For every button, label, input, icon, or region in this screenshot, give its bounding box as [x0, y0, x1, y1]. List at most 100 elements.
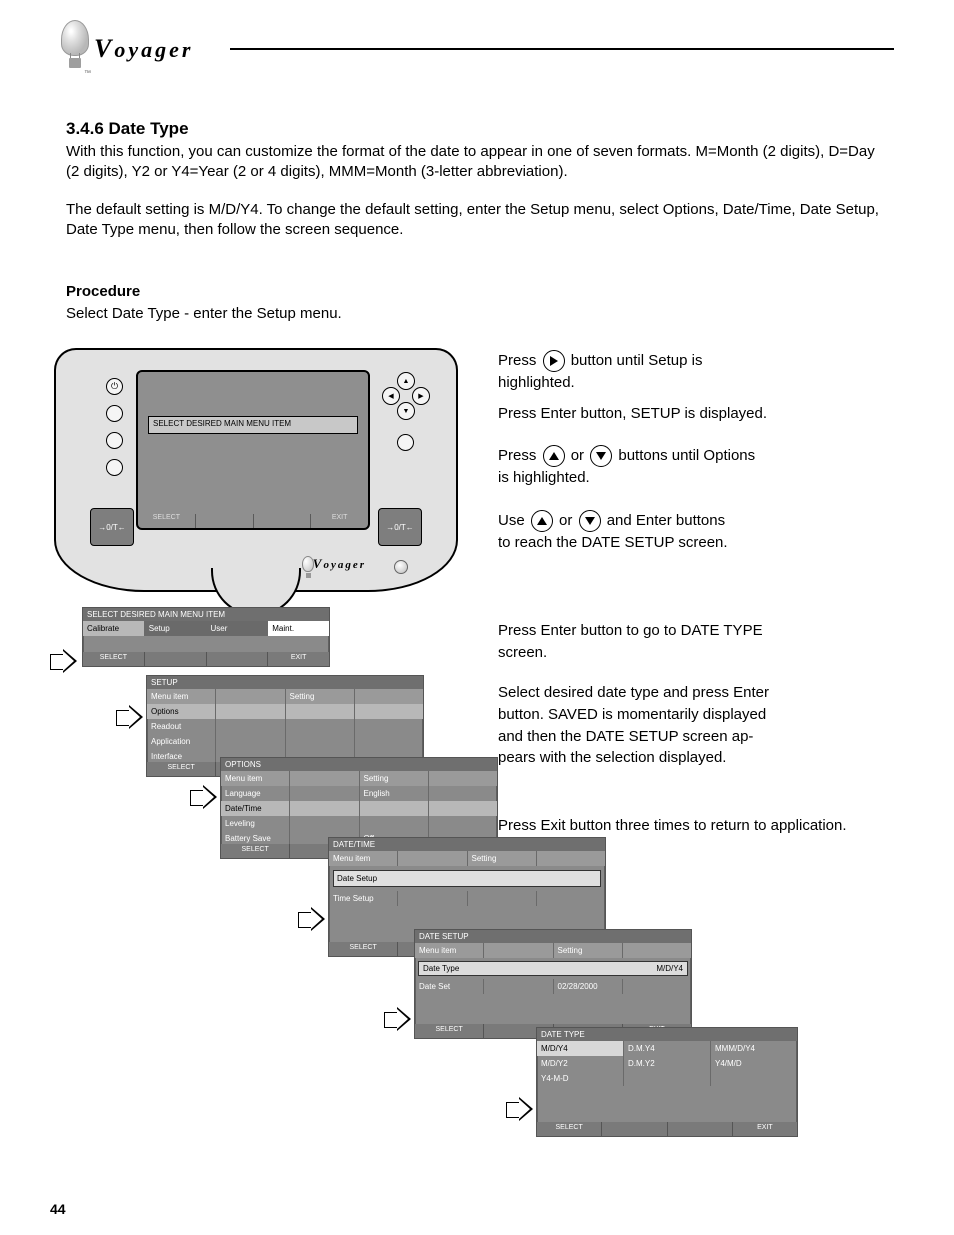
step-4d: to reach the DATE SETUP screen. — [498, 534, 728, 551]
cell: 02/28/2000 — [554, 979, 623, 994]
step-3c: buttons until Options — [618, 447, 755, 464]
brand-first-letter: V — [94, 34, 114, 63]
cell — [360, 816, 429, 831]
cascade-arrow-2 — [116, 705, 144, 729]
softkey — [602, 1122, 667, 1136]
hdr-cell — [623, 943, 691, 958]
cell — [484, 979, 553, 994]
screen-date-type: DATE TYPE M/D/Y4 D.M.Y4 MMM/D/Y4 M/D/Y2 … — [536, 1027, 798, 1137]
cell: Date Type — [423, 964, 459, 973]
cell — [286, 734, 355, 749]
step-1a: Press — [498, 352, 541, 369]
cell — [398, 891, 467, 906]
screen-5-title: DATE SETUP — [415, 930, 691, 943]
device-illustration: ⏻ SELECT DESIRED MAIN MENU ITEM SELECT E… — [54, 348, 458, 592]
dpad-right-icon: ▶ — [412, 387, 430, 405]
section-para-1: With this function, you can customize th… — [66, 142, 886, 183]
screen-date-setup: DATE SETUP Menu item Setting Date Type M… — [414, 929, 692, 1039]
cell — [711, 1071, 797, 1086]
hdr-cell — [355, 689, 423, 704]
screen-4-hdr: Menu item Setting — [329, 851, 605, 866]
row-date-type-sel: Date Type M/D/Y4 — [418, 961, 688, 976]
cell: M/D/Y4 — [656, 964, 683, 973]
hdr-cell: Setting — [554, 943, 623, 958]
section-para-2: The default setting is M/D/Y4. To change… — [66, 200, 886, 241]
up-arrow-icon-2 — [531, 510, 553, 532]
row-types-2: M/D/Y2 D.M.Y2 Y4/M/D — [537, 1056, 797, 1071]
cell — [429, 801, 497, 816]
ohaus-logo-icon — [394, 560, 408, 574]
down-arrow-icon-2 — [579, 510, 601, 532]
row-options: Options — [147, 704, 423, 719]
step-4: Use or and Enter buttons to reach the DA… — [498, 510, 898, 554]
screen-cascade: SELECT DESIRED MAIN MENU ITEM Calibrate … — [50, 607, 810, 1147]
lcd-softkey-3 — [254, 514, 312, 528]
cell: English — [360, 786, 429, 801]
left-button-column: ⏻ — [106, 378, 123, 486]
up-arrow-icon — [543, 445, 565, 467]
trademark: ™ — [84, 70, 91, 77]
screen-3-hdr: Menu item Setting — [221, 771, 497, 786]
hdr-cell: Setting — [360, 771, 429, 786]
row-date-setup: Date Setup — [333, 870, 601, 887]
cell — [360, 801, 429, 816]
cell: MMM/D/Y4 — [711, 1041, 797, 1056]
hdr-cell — [398, 851, 467, 866]
cell — [286, 719, 355, 734]
lcd-softkey-2 — [196, 514, 254, 528]
cell-setup: Setup — [145, 621, 207, 636]
step-4b: or — [559, 512, 577, 529]
row-types-1: M/D/Y4 D.M.Y4 MMM/D/Y4 — [537, 1041, 797, 1056]
row-types-3: Y4-M-D — [537, 1071, 797, 1086]
row-language: Language English — [221, 786, 497, 801]
softkey: SELECT — [83, 652, 145, 666]
cascade-arrow-5 — [384, 1007, 412, 1031]
row-leveling: Leveling — [221, 816, 497, 831]
cell: Y4/M/D — [711, 1056, 797, 1071]
lcd-softkey-4: EXIT — [311, 514, 368, 528]
cell — [290, 786, 359, 801]
device-body: ⏻ SELECT DESIRED MAIN MENU ITEM SELECT E… — [54, 348, 458, 592]
cascade-arrow-3 — [190, 785, 218, 809]
softkey: EXIT — [733, 1122, 797, 1136]
screen-6-title: DATE TYPE — [537, 1028, 797, 1041]
cell — [290, 801, 359, 816]
cell: Options — [147, 704, 216, 719]
cell: Y4-M-D — [537, 1071, 624, 1086]
step-1b: button until Setup is — [571, 352, 703, 369]
page-number: 44 — [50, 1201, 66, 1217]
procedure-heading: Procedure — [66, 282, 140, 302]
step-3d: is highlighted. — [498, 469, 590, 486]
row-time-setup: Time Setup — [329, 891, 605, 906]
tare-button-left: →0/T← — [90, 508, 134, 546]
brand-wordmark: Voyager — [94, 34, 193, 64]
screen-5-hdr: Menu item Setting — [415, 943, 691, 958]
screen-3-title: OPTIONS — [221, 758, 497, 771]
cell — [355, 734, 423, 749]
softkey: SELECT — [537, 1122, 602, 1136]
hdr-cell — [537, 851, 605, 866]
cell — [355, 704, 423, 719]
screen-1-title: SELECT DESIRED MAIN MENU ITEM — [83, 608, 329, 621]
softkey: SELECT — [329, 942, 398, 956]
cell: Leveling — [221, 816, 290, 831]
cell: Date Set — [415, 979, 484, 994]
cell: D.M.Y2 — [624, 1056, 711, 1071]
step-4c: and Enter buttons — [607, 512, 725, 529]
cell: D.M.Y4 — [624, 1041, 711, 1056]
row-date-set: Date Set 02/28/2000 — [415, 979, 691, 994]
hdr-cell: Menu item — [329, 851, 398, 866]
dpad: ▲ ▼ ◀ ▶ — [382, 372, 430, 420]
cell — [290, 816, 359, 831]
cell: Date/Time — [221, 801, 290, 816]
cell — [623, 979, 691, 994]
cell: M/D/Y2 — [537, 1056, 624, 1071]
softkey: SELECT — [415, 1024, 484, 1038]
screen-main-menu: SELECT DESIRED MAIN MENU ITEM Calibrate … — [82, 607, 330, 667]
softkey — [145, 652, 207, 666]
cell — [216, 719, 285, 734]
cell — [624, 1071, 711, 1086]
screen-2-title: SETUP — [147, 676, 423, 689]
screen-1-row: Calibrate Setup User Maint. — [83, 621, 329, 636]
cascade-arrow-6 — [506, 1097, 534, 1121]
